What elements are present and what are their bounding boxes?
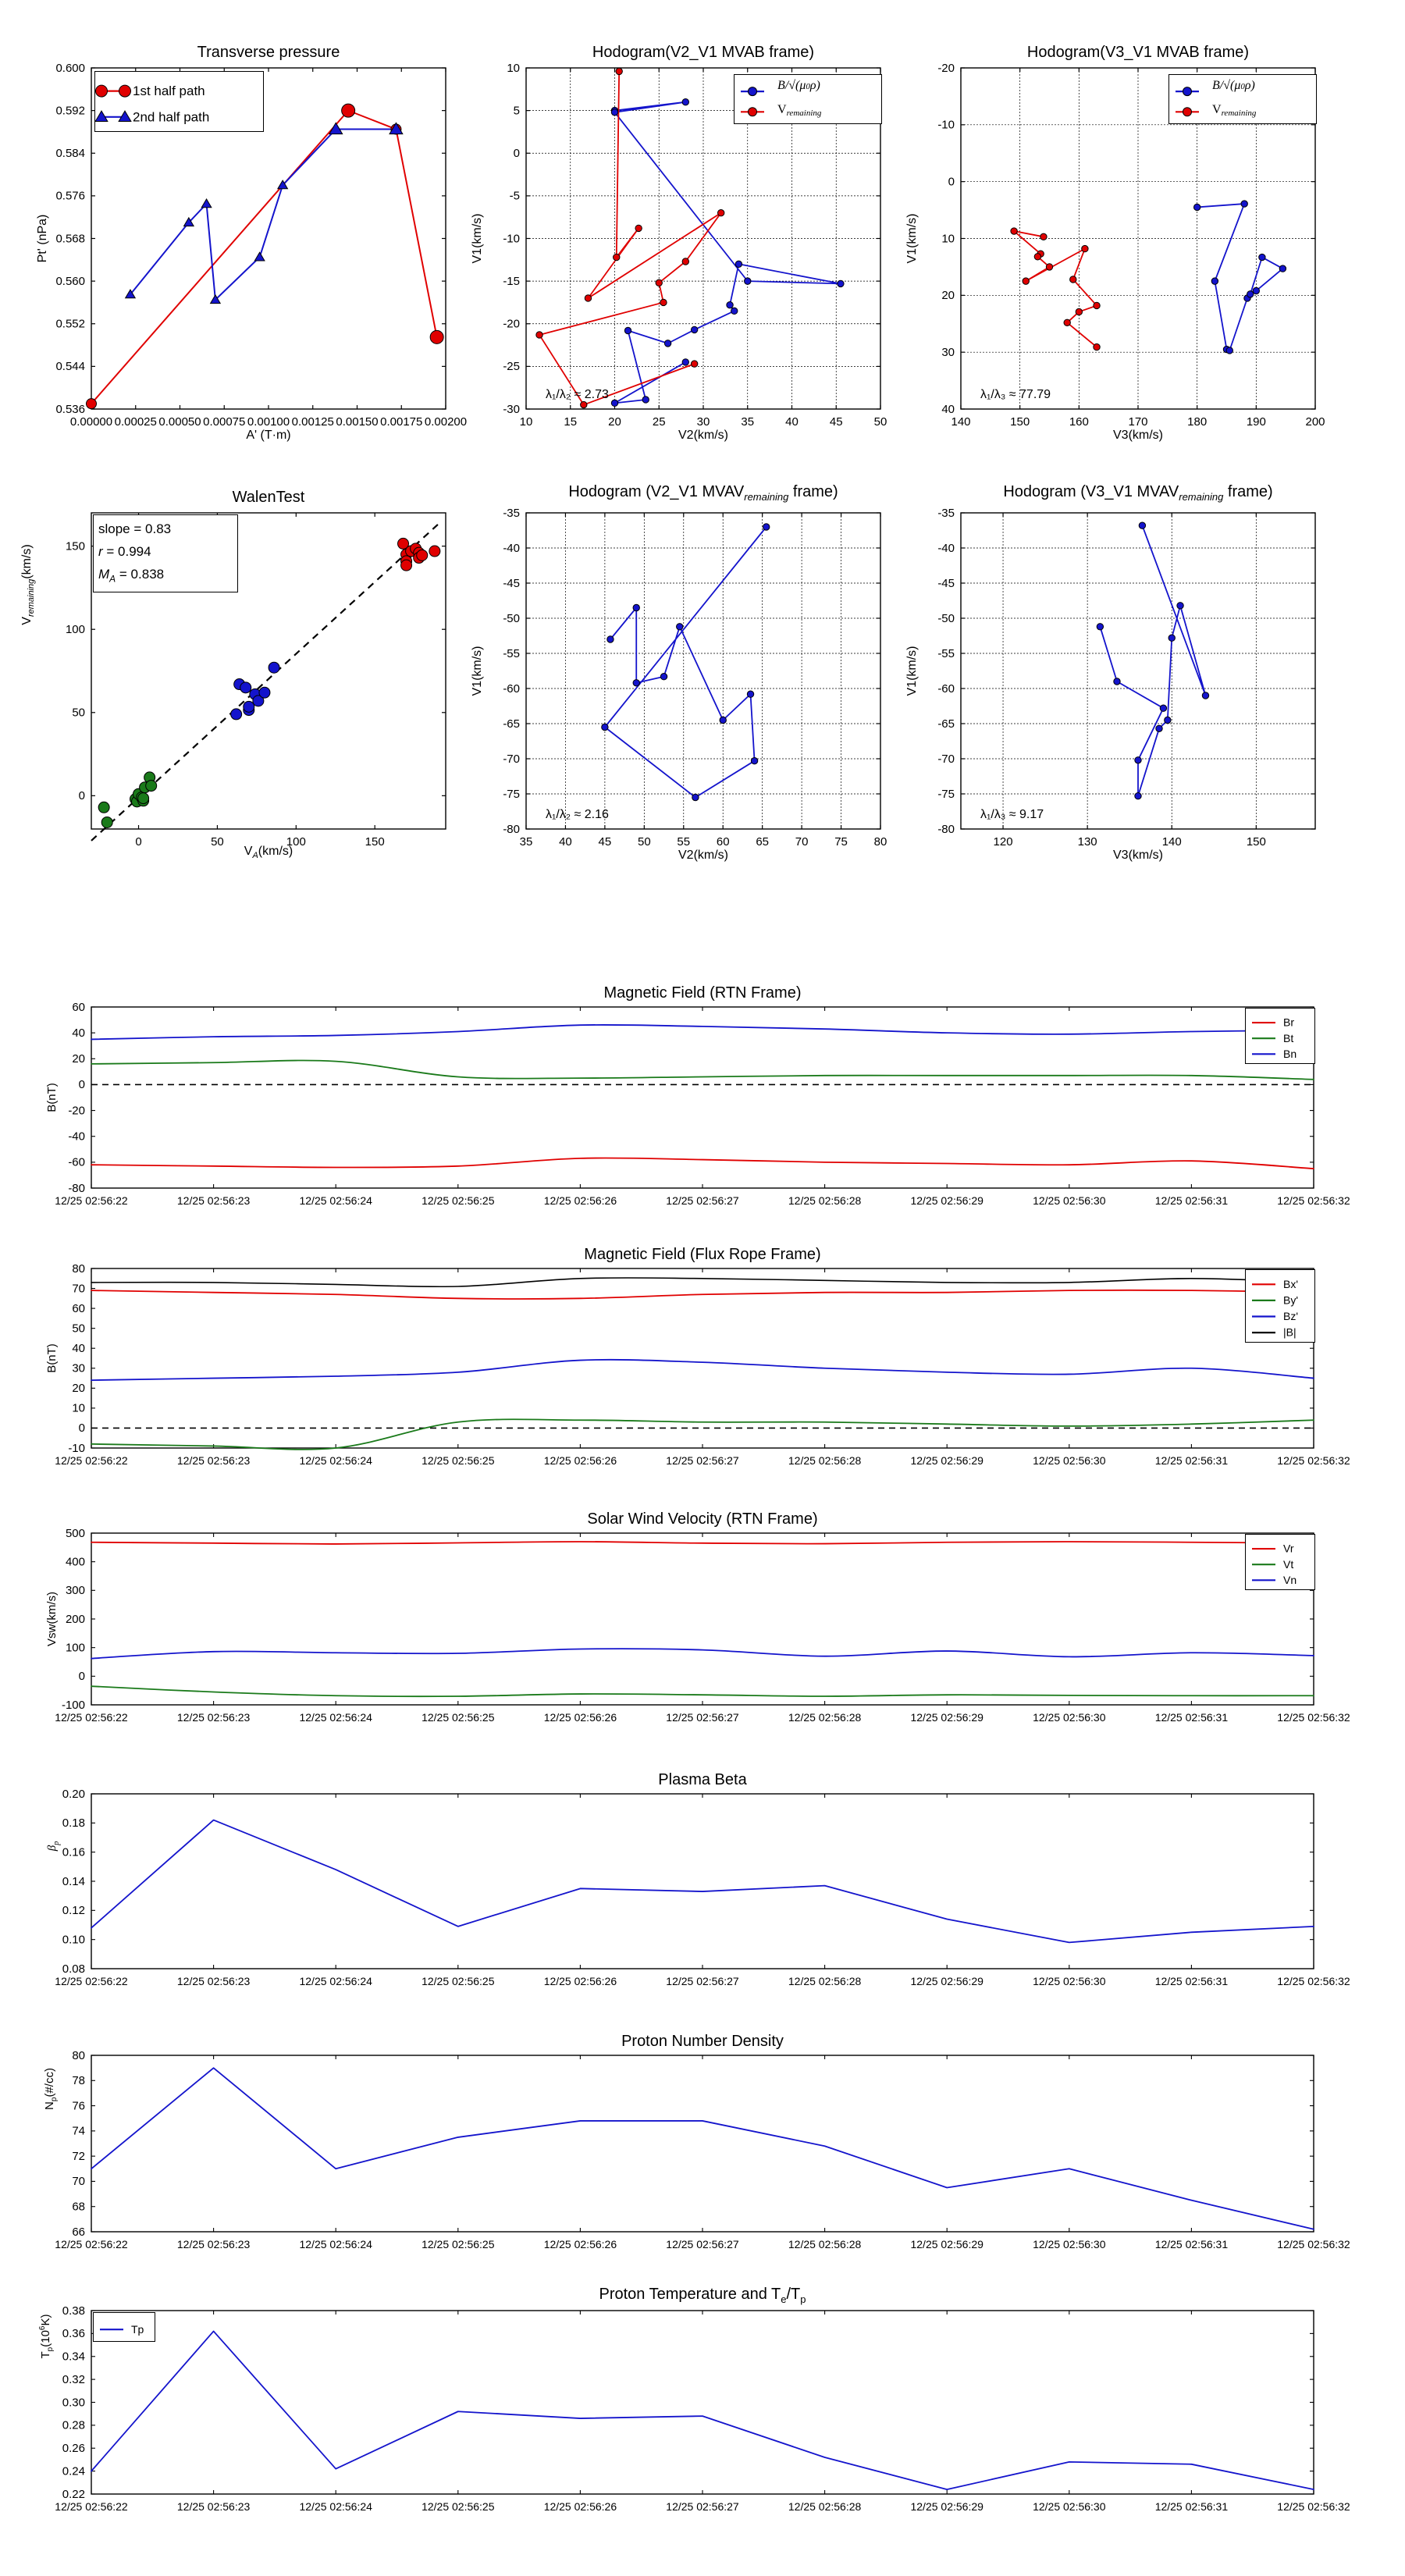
svg-text:Bx': Bx' [1283,1278,1298,1290]
svg-text:|B|: |B| [1283,1326,1297,1339]
svg-text:Vt: Vt [1283,1558,1293,1571]
svg-text:By': By' [1283,1294,1298,1307]
svg-text:Br: Br [1283,1016,1294,1029]
svg-text:Bn: Bn [1283,1048,1297,1060]
svg-text:Vr: Vr [1283,1542,1294,1555]
svg-text:λ₁/λ₂ ≈ 2.16: λ₁/λ₂ ≈ 2.16 [546,808,609,821]
svg-text:Vn: Vn [1283,1574,1297,1586]
svg-text:Tp: Tp [131,2323,144,2336]
svg-text:λ₁/λ₃ ≈ 77.79: λ₁/λ₃ ≈ 77.79 [980,388,1051,401]
svg-text:λ₁/λ₃ ≈ 9.17: λ₁/λ₃ ≈ 9.17 [980,808,1044,821]
svg-text:Bz': Bz' [1283,1310,1298,1322]
svg-text:λ₁/λ₂ ≈ 2.73: λ₁/λ₂ ≈ 2.73 [546,388,609,401]
svg-text:Bt: Bt [1283,1032,1293,1044]
svg-text:2nd half path: 2nd half path [133,109,209,124]
svg-text:1st half path: 1st half path [133,84,205,98]
